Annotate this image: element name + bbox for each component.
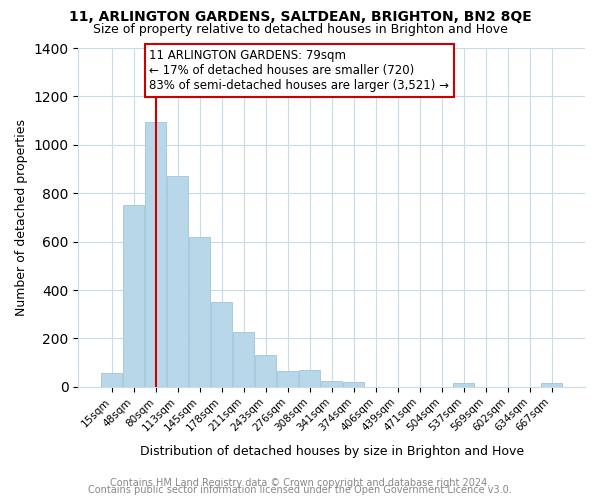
X-axis label: Distribution of detached houses by size in Brighton and Hove: Distribution of detached houses by size …: [140, 444, 524, 458]
Bar: [343, 382, 364, 387]
Bar: [277, 371, 298, 387]
Bar: [233, 332, 254, 387]
Bar: [101, 374, 122, 387]
Bar: [299, 370, 320, 387]
Text: 11 ARLINGTON GARDENS: 79sqm
← 17% of detached houses are smaller (720)
83% of se: 11 ARLINGTON GARDENS: 79sqm ← 17% of det…: [149, 49, 449, 92]
Bar: [541, 383, 562, 387]
Text: Contains HM Land Registry data © Crown copyright and database right 2024.: Contains HM Land Registry data © Crown c…: [110, 478, 490, 488]
Bar: [453, 383, 474, 387]
Text: 11, ARLINGTON GARDENS, SALTDEAN, BRIGHTON, BN2 8QE: 11, ARLINGTON GARDENS, SALTDEAN, BRIGHTO…: [68, 10, 532, 24]
Bar: [190, 237, 210, 387]
Bar: [124, 206, 144, 387]
Bar: [321, 381, 342, 387]
Bar: [145, 122, 166, 387]
Bar: [256, 356, 276, 387]
Bar: [167, 176, 188, 387]
Y-axis label: Number of detached properties: Number of detached properties: [15, 119, 28, 316]
Text: Size of property relative to detached houses in Brighton and Hove: Size of property relative to detached ho…: [92, 22, 508, 36]
Text: Contains public sector information licensed under the Open Government Licence v3: Contains public sector information licen…: [88, 485, 512, 495]
Bar: [211, 302, 232, 387]
